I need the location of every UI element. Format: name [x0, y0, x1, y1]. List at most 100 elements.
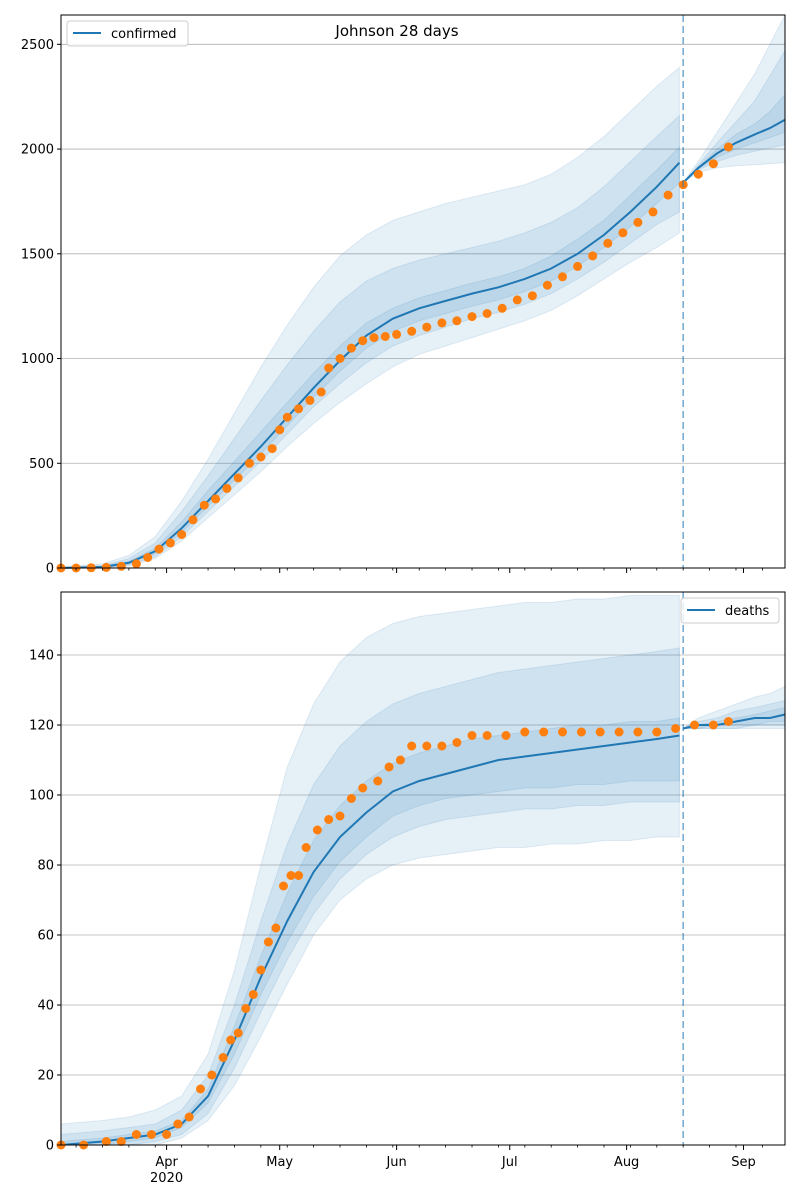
confirmed-observed-point [380, 332, 390, 341]
deaths-observed-point [395, 755, 405, 765]
confirmed-ytick-label-5: 2500 [21, 38, 54, 53]
confirmed-ytick-label-0: 0 [46, 562, 54, 577]
confirmed-observed-point [422, 322, 432, 332]
deaths-observed-point [147, 1130, 156, 1139]
confirmed-observed-point [573, 261, 583, 271]
confirmed-observed-point [143, 553, 153, 562]
confirmed-observed-point [369, 333, 379, 343]
deaths-observed-point [226, 1035, 236, 1045]
deaths-observed-point [184, 1112, 194, 1122]
deaths-observed-point [384, 762, 394, 772]
deaths-legend: deaths [680, 597, 780, 624]
confirmed-observed-point [335, 354, 345, 363]
deaths-observed-point [162, 1130, 172, 1139]
deaths-observed-point [116, 1137, 126, 1146]
confirmed-ytick-label-1: 500 [29, 457, 54, 472]
confirmed-observed-point [346, 343, 356, 353]
deaths-observed-point [614, 727, 624, 737]
deaths-observed-point [271, 923, 281, 933]
deaths-observed-point [131, 1130, 141, 1139]
deaths-observed-point [335, 811, 345, 821]
confirmed-observed-point [211, 494, 221, 504]
confirmed-observed-point [723, 142, 733, 152]
deaths-observed-point [196, 1084, 205, 1094]
deaths-observed-points [56, 717, 733, 1150]
deaths-legend-box [680, 597, 780, 624]
deaths-observed-point [294, 871, 304, 880]
deaths-observed-point [373, 776, 383, 786]
confirmed-observed-point [222, 483, 232, 493]
deaths-observed-point [407, 741, 417, 751]
deaths-observed-point [256, 965, 266, 975]
confirmed-observed-point [233, 473, 243, 483]
confirmed-observed-point [708, 159, 718, 169]
deaths-observed-point [286, 871, 296, 880]
confirmed-observed-point [497, 303, 507, 313]
deaths-observed-point [312, 825, 322, 835]
confirmed-observed-point [199, 500, 209, 510]
confirmed-legend: confirmed [66, 20, 189, 47]
deaths-ytick-label-6: 120 [29, 719, 54, 734]
confirmed-legend-label: confirmed [111, 27, 177, 42]
confirmed-observed-point [294, 404, 304, 414]
deaths-xtick-label-1: May [266, 1155, 293, 1170]
confirmed-ytick-label-2: 1000 [21, 352, 54, 367]
deaths-legend-label: deaths [725, 604, 770, 619]
confirmed-observed-point [101, 562, 111, 572]
deaths-observed-point [218, 1053, 228, 1062]
chart-title: Johnson 28 days [334, 22, 458, 40]
deaths-gridlines [61, 654, 785, 1076]
confirmed-fit-line [60, 162, 681, 569]
deaths-observed-point [652, 727, 662, 737]
confirmed-ytick-label-4: 2000 [21, 143, 54, 158]
confirmed-observed-point [358, 336, 368, 346]
confirmed-observed-point [482, 309, 492, 318]
confirmed-observed-point [603, 238, 613, 248]
deaths-observed-point [207, 1070, 217, 1080]
confirmed-observed-point [633, 217, 643, 227]
deaths-observed-point [346, 794, 356, 803]
deaths-xtick-label-5: Sep [731, 1155, 756, 1170]
deaths-observed-point [482, 731, 492, 740]
deaths-fit-band-inner [60, 717, 680, 1146]
deaths-observed-point [301, 843, 311, 852]
deaths-observed-point [173, 1119, 183, 1129]
deaths-observed-point [248, 990, 258, 999]
confirmed-observed-point [558, 272, 567, 282]
confirmed-observed-point [267, 444, 277, 454]
confirmed-fit-band-outer [60, 66, 680, 569]
deaths-observed-point [263, 937, 273, 947]
deaths-ytick-label-2: 40 [37, 999, 54, 1014]
deaths-observed-point [501, 731, 511, 740]
confirmed-observed-point [131, 559, 141, 569]
confirmed-observed-point [245, 458, 254, 468]
deaths-xtick-label-4: Aug [614, 1155, 639, 1170]
confirmed-observed-point [305, 395, 315, 405]
deaths-observed-point [233, 1028, 243, 1038]
deaths-observed-point [595, 727, 605, 737]
deaths-observed-point [520, 727, 530, 737]
confirmed-legend-box [66, 20, 189, 47]
confirmed-observed-point [316, 387, 326, 397]
confirmed-observed-point [407, 326, 417, 336]
deaths-observed-point [633, 727, 643, 737]
deaths-axes-frame [60, 591, 786, 1146]
deaths-observed-point [101, 1137, 111, 1146]
confirmed-observed-point [188, 515, 198, 525]
confirmed-observed-point [275, 425, 285, 435]
confirmed-observed-point [467, 312, 477, 322]
deaths-xtick-sublabel-0: 2020 [150, 1171, 183, 1186]
confirmed-observed-point [392, 329, 402, 339]
confirmed-observed-point [177, 530, 187, 539]
confirmed-forecast-line [682, 118, 786, 184]
deaths-xtick-label-2: Jun [385, 1155, 406, 1170]
deaths-observed-point [723, 717, 733, 726]
confirmed-observed-point [663, 190, 673, 200]
deaths-observed-point [576, 727, 586, 737]
confirmed-observed-point [282, 412, 292, 422]
deaths-observed-point [539, 727, 549, 737]
confirmed-observed-point [588, 251, 598, 261]
